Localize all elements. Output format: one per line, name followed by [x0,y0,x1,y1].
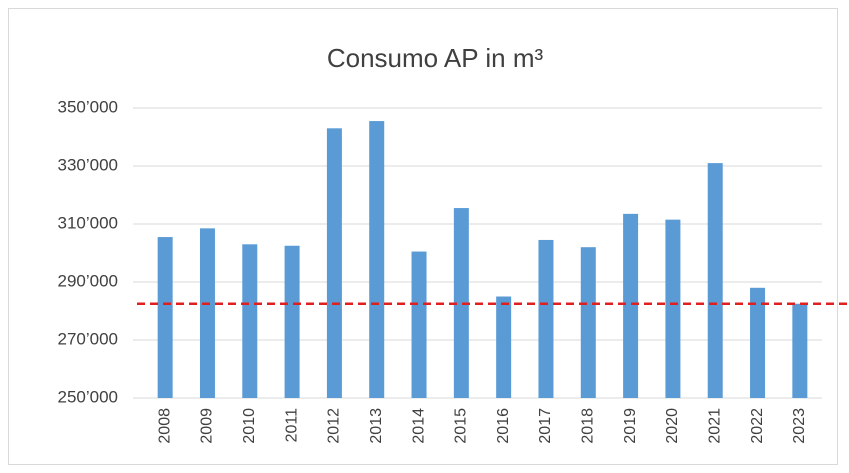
bar [284,245,300,398]
bar [369,121,385,399]
bar [665,219,681,398]
x-tick-label: 2022 [749,408,766,444]
x-tick-label: 2018 [580,408,597,444]
bar [242,244,258,398]
y-tick-label: 330’000 [57,155,118,174]
x-tick-label: 2020 [664,408,681,444]
bar [538,239,554,398]
x-tick-label: 2023 [791,408,808,444]
x-tick-label: 2008 [156,408,173,444]
bar [199,228,215,398]
y-tick-label: 310’000 [57,213,118,232]
bar [453,208,469,398]
x-tick-label: 2015 [453,408,470,444]
y-tick-label: 350’000 [57,97,118,116]
y-tick-label: 270’000 [57,329,118,348]
x-tick-label: 2017 [537,408,554,444]
x-tick-label: 2011 [283,408,300,443]
bar [496,296,512,398]
x-tick-label: 2012 [326,408,343,444]
bar [411,251,427,398]
x-tick-label: 2019 [622,408,639,444]
x-tick-label: 2016 [495,408,512,444]
x-tick-label: 2013 [368,408,385,444]
bar [750,287,766,398]
x-tick-label: 2010 [241,408,258,444]
x-tick-label: 2014 [410,408,427,444]
bar [792,303,808,398]
bar [580,247,596,398]
bar [326,128,342,399]
y-tick-label: 290’000 [57,271,118,290]
bar [157,237,173,398]
bar [707,163,723,398]
x-tick-label: 2009 [199,408,216,444]
x-tick-label: 2021 [706,408,723,444]
y-tick-label: 250’000 [57,387,118,406]
chart-title: Consumo AP in m³ [327,43,544,73]
bar [623,213,639,398]
